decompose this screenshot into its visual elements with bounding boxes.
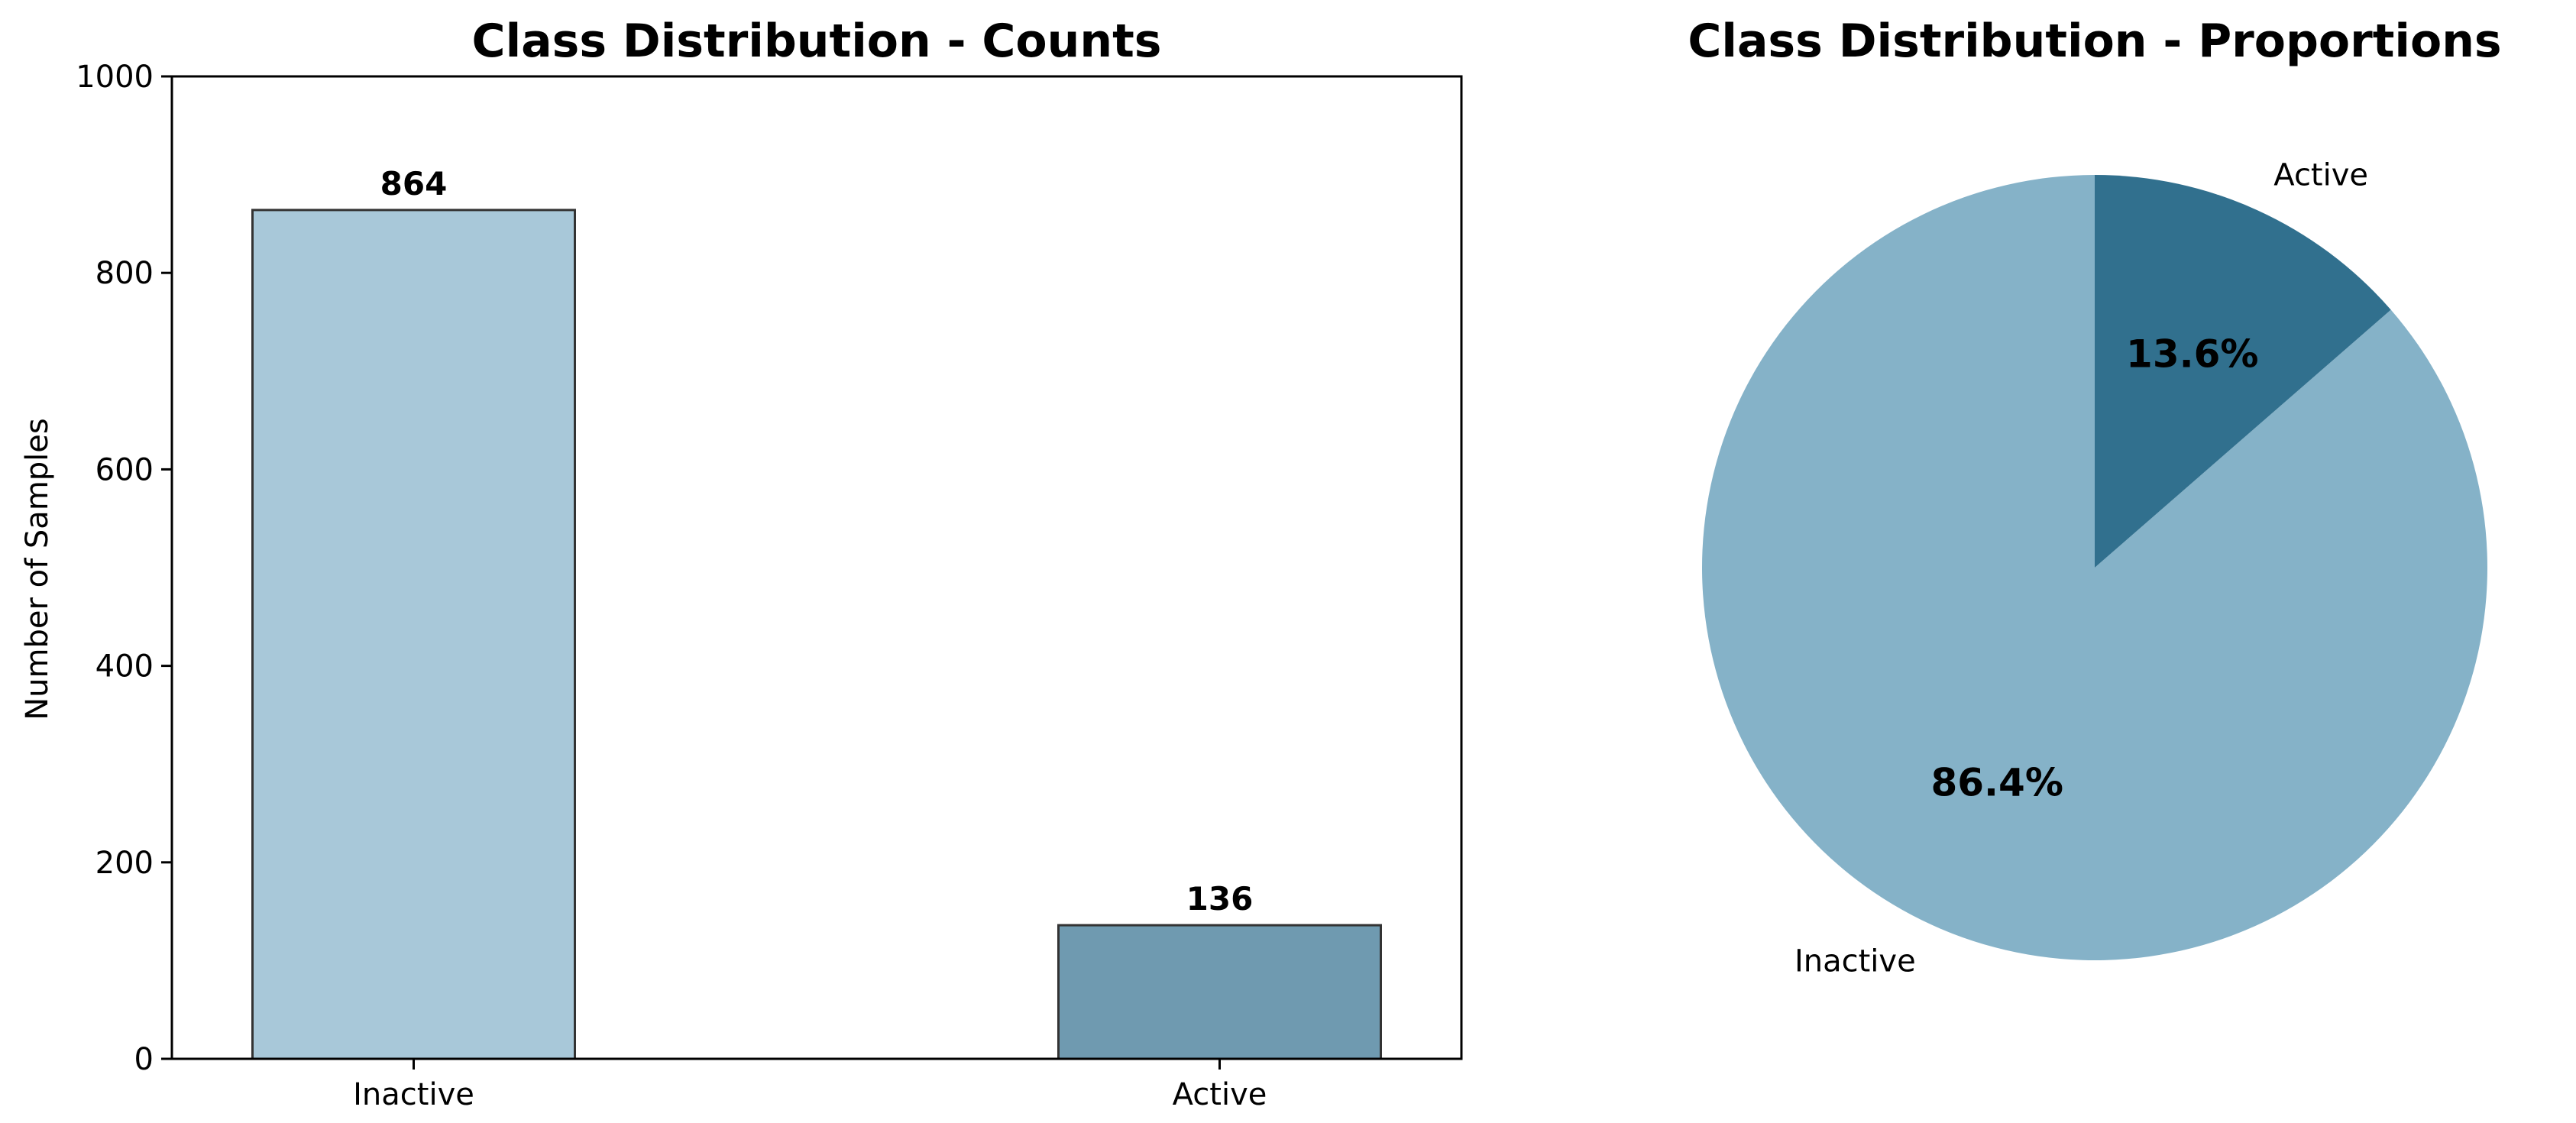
bar-chart-bars: 864 136 — [251, 165, 1382, 1060]
bar-chart-x-ticks: Inactive Active — [353, 1059, 1267, 1112]
bar-chart-y-ticks: 0 200 400 600 800 1000 — [76, 60, 172, 1077]
bar-value-label: 864 — [380, 165, 448, 202]
y-tick-label: 0 — [134, 1042, 154, 1077]
pie-pct-label: 13.6% — [2126, 332, 2258, 376]
pie-chart-labels: Inactive 86.4% Active 13.6% — [1794, 157, 2368, 979]
y-tick-label: 400 — [95, 649, 154, 684]
y-tick-label: 600 — [95, 452, 154, 487]
bar-value-label: 136 — [1186, 880, 1254, 917]
pie-slice-active — [2095, 175, 2391, 568]
pie-pct-label: 86.4% — [1930, 761, 2063, 805]
y-tick-label: 200 — [95, 846, 154, 881]
x-tick-label: Inactive — [353, 1077, 474, 1112]
pie-chart: Class Distribution - Proportions Inactiv… — [1688, 15, 2501, 979]
x-tick-label: Active — [1173, 1077, 1267, 1112]
bar-chart-title: Class Distribution - Counts — [472, 15, 1162, 68]
bar-inactive — [251, 209, 576, 1060]
bar-chart: Class Distribution - Counts Number of Sa… — [20, 15, 1463, 1112]
bar-chart-frame — [170, 75, 1463, 1060]
pie-chart-slices — [1702, 175, 2487, 960]
y-tick-label: 800 — [95, 256, 154, 291]
y-tick-label: 1000 — [76, 60, 154, 95]
bar-active — [1057, 924, 1382, 1060]
pie-label: Active — [2273, 157, 2368, 193]
bar-chart-ylabel: Number of Samples — [20, 418, 55, 720]
pie-label: Inactive — [1794, 944, 1916, 979]
pie-chart-title: Class Distribution - Proportions — [1688, 15, 2501, 68]
